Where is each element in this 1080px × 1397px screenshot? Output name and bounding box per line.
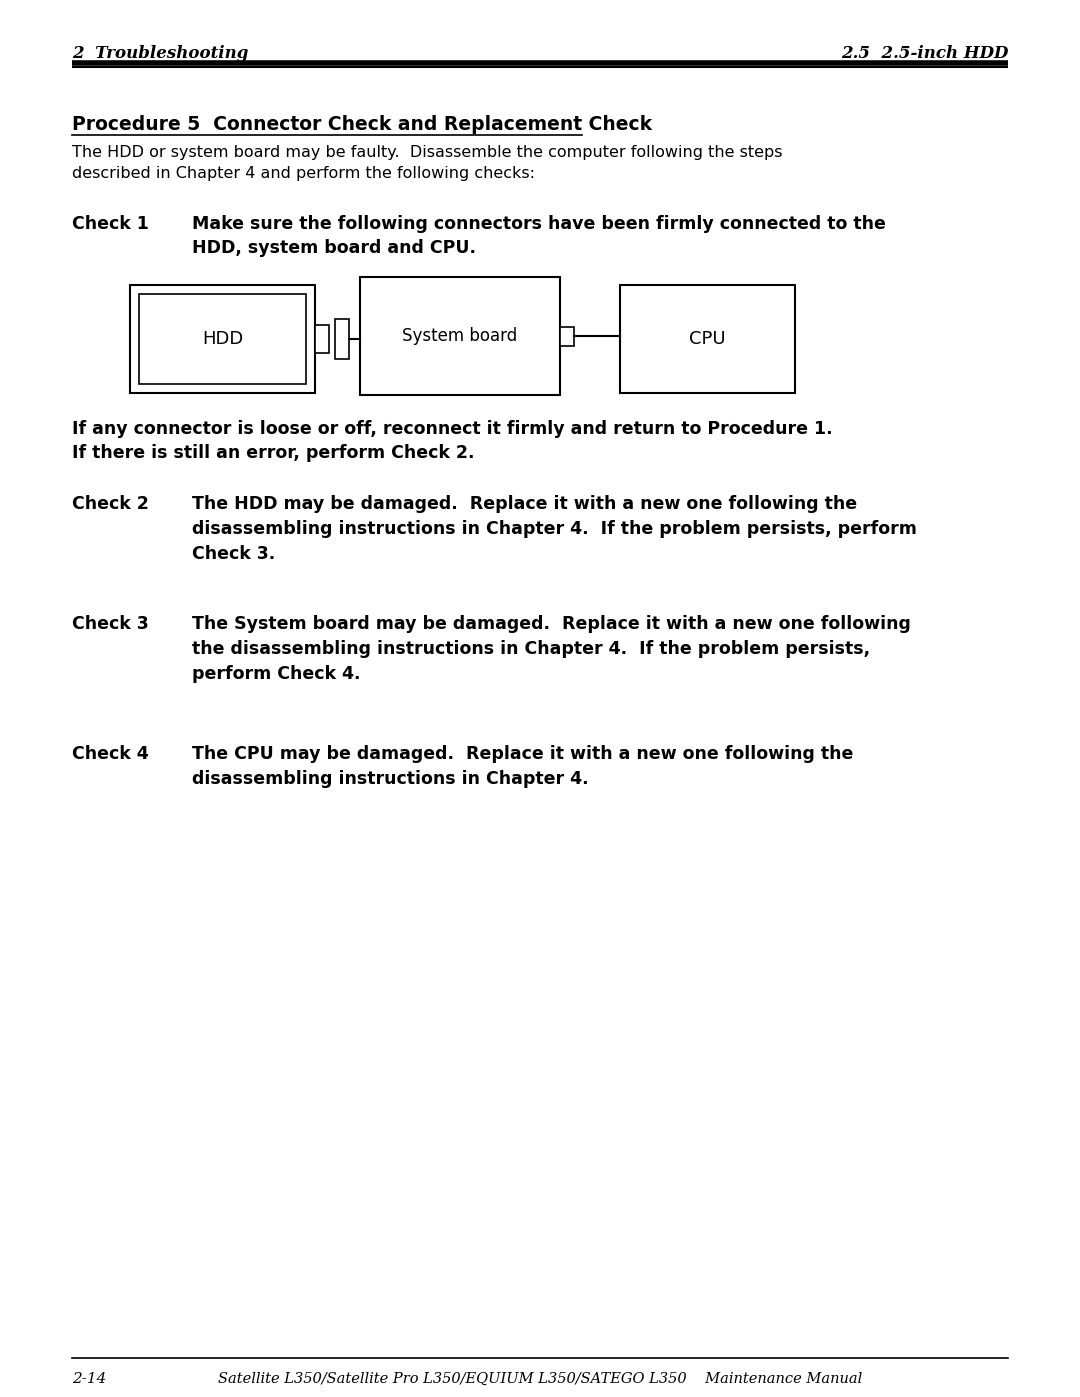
Bar	[139, 293, 306, 384]
Bar	[335, 319, 349, 359]
Bar	[315, 326, 329, 353]
Text: Check 3: Check 3	[72, 615, 149, 633]
Text: CPU: CPU	[689, 330, 726, 348]
Bar	[360, 277, 561, 395]
Text: The HDD or system board may be faulty.  Disassemble the computer following the s: The HDD or system board may be faulty. D…	[72, 145, 783, 182]
Text: The CPU may be damaged.  Replace it with a new one following the
disassembling i: The CPU may be damaged. Replace it with …	[192, 745, 853, 788]
Text: Check 2: Check 2	[72, 495, 149, 513]
Text: The HDD may be damaged.  Replace it with a new one following the
disassembling i: The HDD may be damaged. Replace it with …	[192, 495, 917, 563]
Text: If any connector is loose or off, reconnect it firmly and return to Procedure 1.: If any connector is loose or off, reconn…	[72, 420, 833, 439]
Text: 2.5  2.5-inch HDD: 2.5 2.5-inch HDD	[840, 45, 1008, 61]
Text: Check 1: Check 1	[72, 215, 149, 233]
Text: Make sure the following connectors have been firmly connected to the
HDD, system: Make sure the following connectors have …	[192, 215, 886, 257]
Bar	[130, 285, 315, 393]
Text: System board: System board	[403, 327, 517, 345]
Text: 2-14: 2-14	[72, 1372, 106, 1386]
Text: Satellite L350/Satellite Pro L350/EQUIUM L350/SATEGO L350    Maintenance Manual: Satellite L350/Satellite Pro L350/EQUIUM…	[218, 1372, 862, 1386]
Bar	[561, 327, 573, 346]
Text: HDD: HDD	[202, 330, 243, 348]
Text: The System board may be damaged.  Replace it with a new one following
the disass: The System board may be damaged. Replace…	[192, 615, 910, 683]
Bar	[620, 285, 795, 393]
Text: 2  Troubleshooting: 2 Troubleshooting	[72, 45, 248, 61]
Text: Procedure 5  Connector Check and Replacement Check: Procedure 5 Connector Check and Replacem…	[72, 115, 652, 134]
Text: Check 4: Check 4	[72, 745, 149, 763]
Text: If there is still an error, perform Check 2.: If there is still an error, perform Chec…	[72, 444, 474, 462]
